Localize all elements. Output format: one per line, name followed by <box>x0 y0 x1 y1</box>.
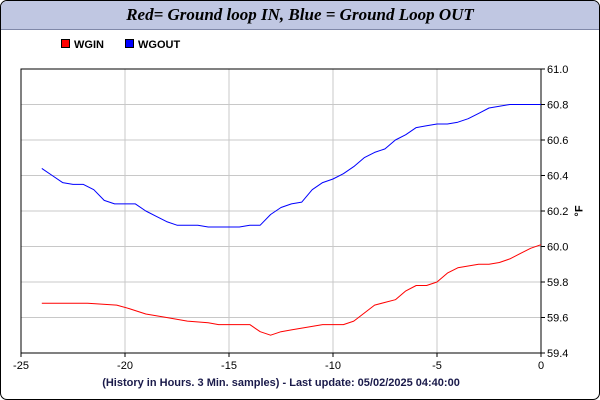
y-tick-label: 60.6 <box>547 135 568 147</box>
plot-border <box>20 68 542 354</box>
series-line-wgout <box>41 104 541 228</box>
y-tick-label: 60.8 <box>547 100 568 112</box>
y-tick-label: 59.8 <box>547 277 568 289</box>
legend-label-wgout: WGOUT <box>138 39 181 51</box>
y-tick-label: 59.4 <box>547 348 568 360</box>
y-tick-label: 61.0 <box>547 64 568 76</box>
series-line-wgin <box>41 244 542 336</box>
chart-title: Red= Ground loop IN, Blue = Ground Loop … <box>126 5 474 24</box>
y-tick-label: 59.6 <box>547 313 568 325</box>
x-tick-label: -15 <box>221 360 237 372</box>
x-tick-label: -10 <box>325 360 341 372</box>
x-axis-caption: (History in Hours. 3 Min. samples) - Las… <box>102 377 460 389</box>
legend-swatch-wgout <box>125 39 134 48</box>
x-tick-label: -25 <box>13 360 29 372</box>
x-tick-label: -20 <box>117 360 133 372</box>
legend-item-wgout: WGOUT <box>125 39 180 51</box>
y-tick-label: 60.0 <box>547 242 568 254</box>
legend-label-wgin: WGIN <box>74 39 104 51</box>
x-tick-label: 0 <box>538 360 544 372</box>
legend-swatch-wgin <box>61 39 70 48</box>
x-tick-label: -5 <box>432 360 442 372</box>
title-bar: Red= Ground loop IN, Blue = Ground Loop … <box>1 1 599 30</box>
y-tick-label: 60.2 <box>547 206 568 218</box>
y-tick-label: 60.4 <box>547 171 568 183</box>
y-axis-unit: °F <box>573 205 586 217</box>
legend-item-wgin: WGIN <box>61 39 104 51</box>
